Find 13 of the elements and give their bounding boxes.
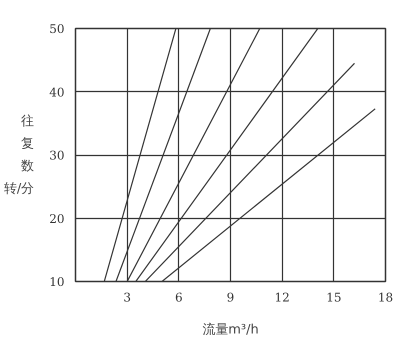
y-axis-title: 往复数转/分	[4, 114, 34, 196]
y-tick-label: 30	[49, 148, 65, 162]
x-tick-label: 15	[326, 290, 342, 304]
x-tick-label: 9	[226, 290, 234, 304]
y-tick-label: 50	[49, 22, 65, 36]
y-tick-label: 40	[49, 85, 65, 100]
y-tick-label: 20	[49, 212, 65, 226]
y-tick-label: 10	[49, 275, 65, 289]
x-tick-label: 3	[123, 290, 131, 304]
x-tick-label: 18	[378, 290, 394, 304]
x-axis-title: 流量m³/h	[202, 322, 259, 338]
x-tick-label: 12	[274, 290, 290, 304]
x-tick-label: 6	[175, 290, 183, 304]
